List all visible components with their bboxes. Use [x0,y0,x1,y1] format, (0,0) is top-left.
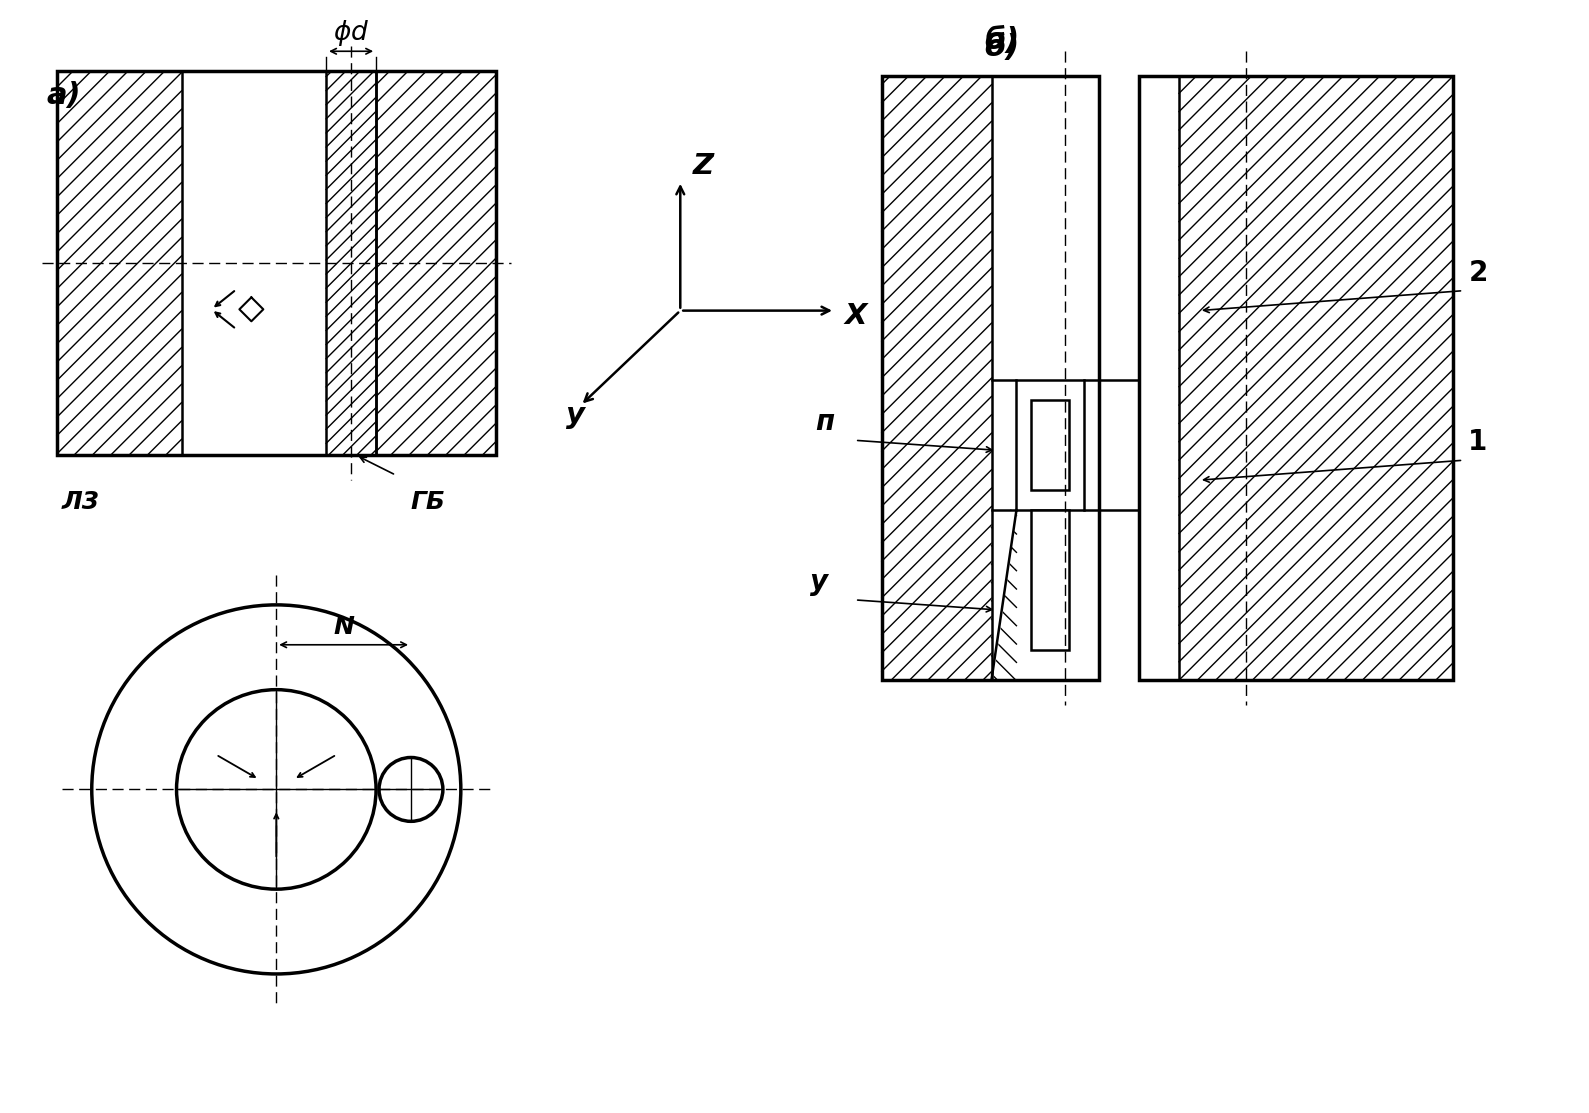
Text: 2: 2 [1468,258,1487,287]
Text: N: N [334,614,354,639]
Text: X: X [845,302,868,329]
Text: Z: Z [693,152,713,180]
Bar [1031,510,1069,650]
Bar [1031,401,1069,490]
Text: б): б) [985,27,1020,56]
Bar [57,71,496,455]
Text: п: п [815,408,834,436]
Bar [1139,76,1454,680]
Polygon shape [992,510,1017,680]
Bar [882,76,1100,680]
Text: a): a) [46,81,81,110]
Bar [57,71,496,455]
Text: б): б) [985,33,1020,62]
Bar [882,76,1100,680]
Polygon shape [992,510,1017,680]
Text: Л3: Л3 [62,490,100,514]
Text: y: y [566,402,585,430]
Text: у: у [810,568,828,595]
Text: ГБ: ГБ [412,490,447,514]
Text: 1: 1 [1468,429,1487,456]
Bar [1139,76,1454,680]
Text: $\phi d$: $\phi d$ [334,18,369,48]
